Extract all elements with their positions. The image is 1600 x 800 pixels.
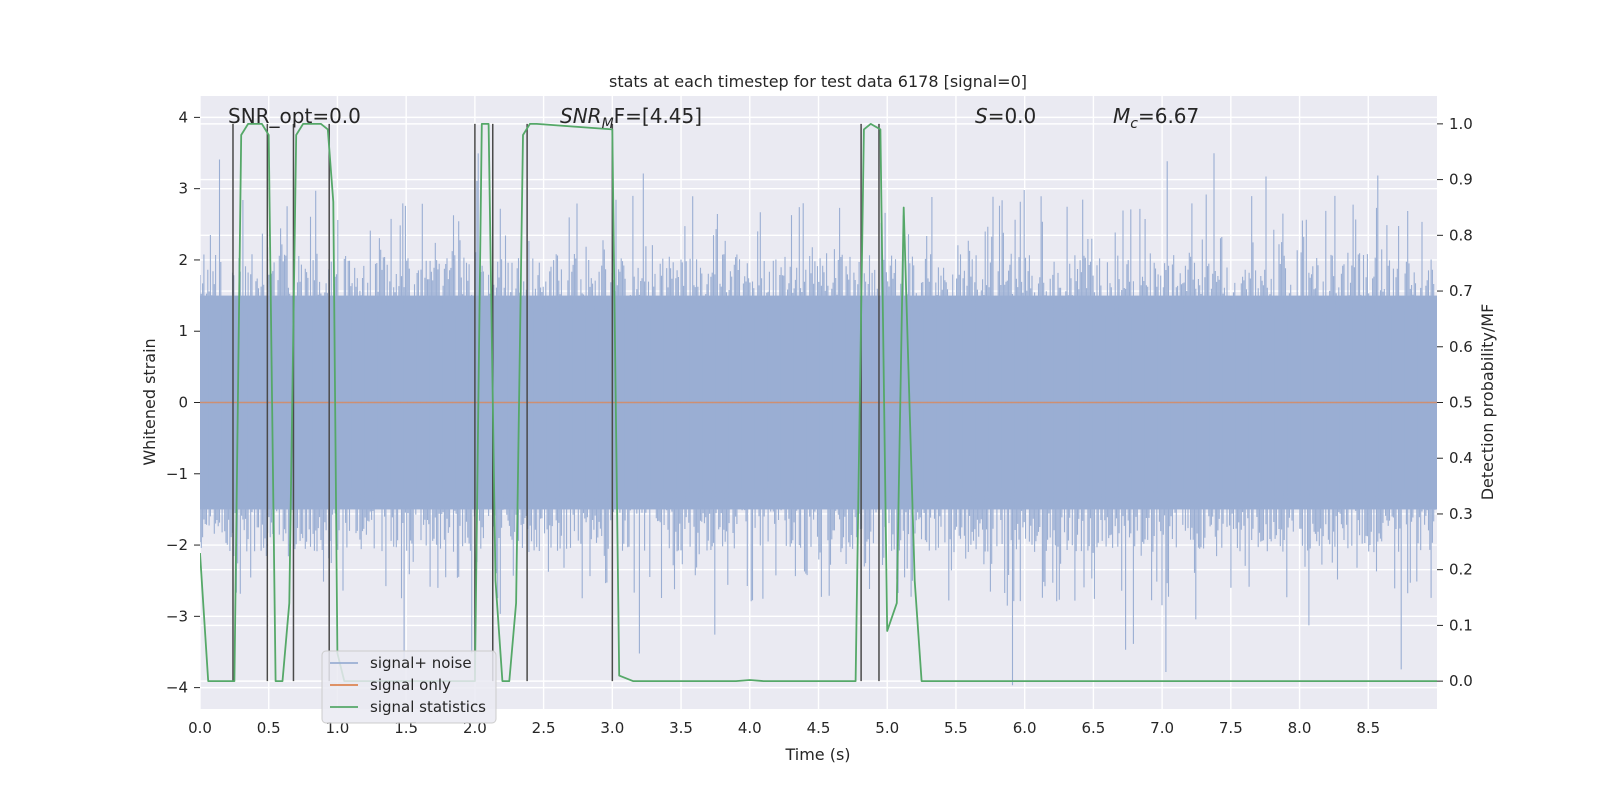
x-tick-label-11: 5.5 <box>944 719 968 737</box>
annotation-snr-mf: SNRMF=[4.45] <box>560 104 702 132</box>
y-left-tick-label-7: 3 <box>178 180 188 198</box>
y-right-tick-label-8: 0.8 <box>1449 226 1473 244</box>
x-tick-label-0: 0.0 <box>188 719 212 737</box>
x-tick-label-16: 8.0 <box>1288 719 1312 737</box>
legend-box <box>321 650 497 724</box>
y-right-tick-label-3: 0.3 <box>1449 505 1473 523</box>
x-tick-label-5: 2.5 <box>532 719 556 737</box>
x-tick-label-8: 4.0 <box>738 719 762 737</box>
y-left-tick-label-5: 1 <box>178 322 188 340</box>
legend-entry-signal-statistics: signal statistics <box>370 698 486 716</box>
legend-entry-signal-noise: signal+ noise <box>370 654 472 672</box>
x-tick-label-12: 6.0 <box>1013 719 1037 737</box>
x-tick-label-7: 3.5 <box>669 719 693 737</box>
y-left-tick-label-8: 4 <box>178 108 188 126</box>
legend-entry-signal-only: signal only <box>370 676 451 694</box>
y-right-tick-label-7: 0.7 <box>1449 282 1473 300</box>
x-axis-ticks: 0.0 0.5 1.0 1.5 2.0 2.5 3.0 3.5 4.0 4.5 5.0 5.5 6.0 6… <box>188 719 1380 737</box>
y-left-tick-label-2: −2 <box>166 536 188 554</box>
y-right-tick-label-5: 0.5 <box>1449 394 1473 412</box>
annotation-snr-opt: SNR_opt=0.0 <box>228 104 361 128</box>
x-tick-label-13: 6.5 <box>1081 719 1105 737</box>
chart-title: stats at each timestep for test data 617… <box>609 72 1027 91</box>
annotation-mc: Mc=6.67 <box>1113 104 1199 132</box>
y-right-tick-label-9: 0.9 <box>1449 171 1473 189</box>
y-left-tick-label-6: 2 <box>178 251 188 269</box>
legend: signal+ noise signal only signal statist… <box>321 650 497 724</box>
y-left-axis-label: Whitened strain <box>140 338 159 465</box>
signal-statistics-line <box>200 123 1437 682</box>
y-left-axis-ticks: −4 −3 −2 −1 0 1 2 3 4 <box>166 108 200 697</box>
y-left-tick-label-4: 0 <box>178 394 188 412</box>
y-right-axis-ticks: 0.0 0.1 0.2 0.3 0.4 0.5 0.6 0.7 0.8 0.9 1.0 <box>1437 115 1473 690</box>
y-left-tick-label-3: −1 <box>166 465 188 483</box>
annotation-s: S=0.0 <box>975 104 1036 128</box>
y-right-tick-label-2: 0.2 <box>1449 561 1473 579</box>
x-tick-label-15: 7.5 <box>1219 719 1243 737</box>
y-right-tick-label-10: 1.0 <box>1449 115 1473 133</box>
x-tick-label-10: 5.0 <box>875 719 899 737</box>
x-tick-label-17: 8.5 <box>1356 719 1380 737</box>
y-right-tick-label-0: 0.0 <box>1449 672 1473 690</box>
y-right-axis-label: Detection probability/MF <box>1478 304 1497 501</box>
y-left-tick-label-1: −3 <box>166 607 188 625</box>
y-right-tick-label-1: 0.1 <box>1449 616 1473 634</box>
y-right-tick-label-4: 0.4 <box>1449 449 1473 467</box>
x-tick-label-6: 3.0 <box>600 719 624 737</box>
x-tick-label-9: 4.5 <box>807 719 831 737</box>
y-right-tick-label-6: 0.6 <box>1449 338 1473 356</box>
series-signal-statistics <box>200 123 1437 682</box>
x-tick-label-1: 0.5 <box>257 719 281 737</box>
x-tick-label-14: 7.0 <box>1150 719 1174 737</box>
y-left-tick-label-0: −4 <box>166 679 188 697</box>
x-axis-label: Time (s) <box>784 745 850 764</box>
